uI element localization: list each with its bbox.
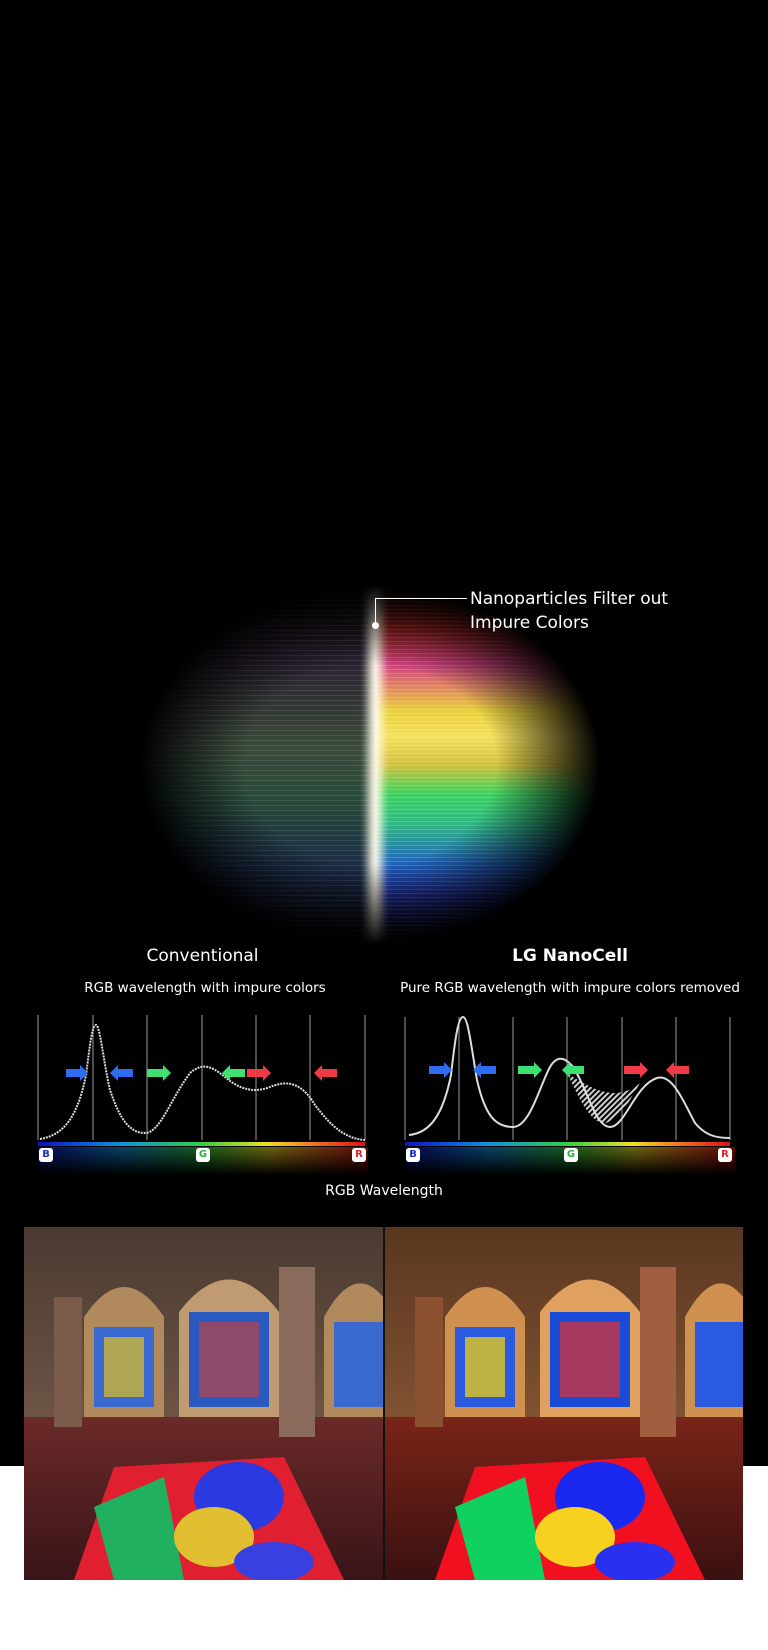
conventional-title: Conventional [146,946,259,966]
nanocell-spectrum-curve [408,1015,731,1139]
grid-lines [404,1017,731,1140]
rgb-wavelength-label: RGB Wavelength [325,1183,443,1199]
red-arrow-right [624,1062,648,1078]
badge-red: R [352,1148,366,1162]
green-arrow-right [518,1062,542,1078]
impure-light-rays [140,585,375,945]
mosque-interior-image [385,1227,743,1580]
nanoparticle-filter-layer [362,585,388,945]
spectrum-bar [38,1142,365,1146]
removed-impure-colors-region [567,1073,640,1123]
callout-leader-line [375,598,467,599]
conventional-spectrum-curve [39,1023,366,1141]
blue-arrow-right [429,1062,452,1078]
conventional-subtitle: RGB wavelength with impure colors [84,980,326,996]
callout-line-2: Impure Colors [470,613,589,633]
conventional-photo [24,1227,383,1580]
photo-divider [383,1227,385,1580]
badge-green: G [196,1148,210,1162]
filtered-light-rays [375,585,600,945]
badge-blue: B [39,1148,53,1162]
nanocell-title: LG NanoCell [512,946,628,966]
callout-line-1: Nanoparticles Filter out [470,589,669,609]
blue-arrow-left [473,1062,496,1078]
spectrum-bar [405,1142,730,1146]
grid-lines [37,1015,366,1140]
red-arrow-left [666,1062,689,1078]
nanocell-subtitle: Pure RGB wavelength with impure colors r… [400,980,740,996]
callout-label: Nanoparticles Filter out Impure Colors [470,587,730,635]
green-arrow-left [222,1065,245,1081]
blue-arrow-right [66,1065,88,1081]
nanoparticle-light-illustration [140,585,600,945]
callout-dot [372,622,379,629]
badge-blue: B [406,1148,420,1162]
nanocell-photo [385,1227,743,1580]
red-arrow-left [314,1065,337,1081]
green-arrow-right [147,1065,171,1081]
mosque-interior-image [24,1227,383,1580]
callout-leader-line-vertical [375,598,376,626]
blue-arrow-left [110,1065,133,1081]
red-arrow-right [247,1065,271,1081]
badge-red: R [718,1148,732,1162]
badge-green: G [564,1148,578,1162]
green-arrow-left [562,1062,584,1078]
